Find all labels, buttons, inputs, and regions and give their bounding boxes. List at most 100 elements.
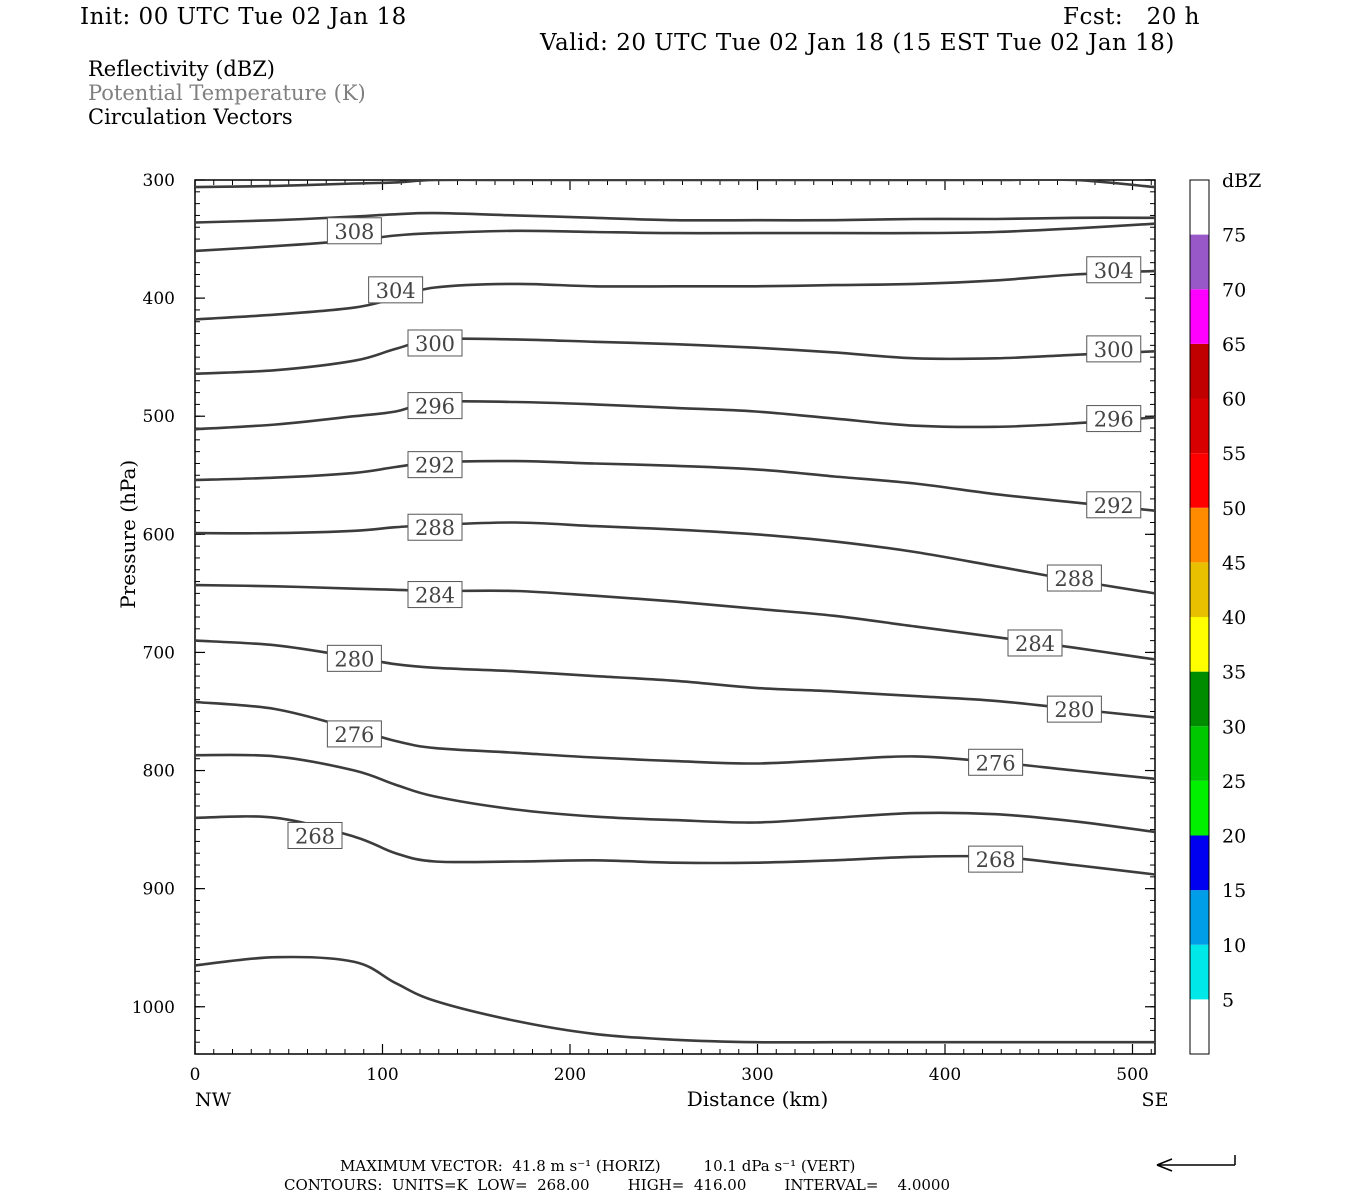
colorbar-level-label: 5	[1222, 989, 1234, 1011]
contour-label: 300	[415, 332, 455, 356]
x-axis-label: Distance (km)	[687, 1087, 829, 1111]
x-tick-label: 0	[190, 1065, 201, 1085]
y-axis-label: Pressure (hPa)	[116, 460, 140, 609]
contour-label: 280	[334, 647, 374, 671]
colorbar-swatch	[1190, 780, 1209, 836]
contour-label: 280	[1054, 698, 1094, 722]
y-tick-label: 900	[143, 880, 175, 900]
y-tick-label: 800	[143, 762, 175, 782]
contour-label: 288	[415, 516, 455, 540]
contour-label-box	[1046, 695, 1102, 723]
colorbar-level-label: 75	[1222, 225, 1246, 247]
contour-label: 284	[415, 584, 455, 608]
contour-label-box	[1007, 629, 1063, 657]
contour-label-box	[407, 392, 463, 420]
colorbar-level-label: 65	[1222, 334, 1246, 356]
contour-label: 292	[1094, 494, 1134, 518]
colorbar-swatch	[1190, 289, 1209, 344]
y-tick-label: 600	[143, 525, 175, 545]
contour-label: 288	[1054, 567, 1094, 591]
contour-label-box	[326, 217, 382, 245]
max-vector-info: MAXIMUM VECTOR: 41.8 m s⁻¹ (HORIZ) 10.1 …	[340, 1157, 856, 1175]
contour-label-box	[407, 513, 463, 541]
contour-label-box	[1046, 564, 1102, 592]
contour-label: 268	[295, 825, 335, 849]
contour-label-box	[368, 276, 424, 304]
colorbar-level-label: 45	[1222, 552, 1246, 574]
colorbar-swatch	[1190, 726, 1209, 781]
theta-contour	[195, 180, 1155, 189]
theta-contour	[195, 753, 1155, 834]
colorbar-swatch	[1190, 343, 1209, 399]
theta-contour	[195, 955, 1155, 1044]
y-tick-label: 500	[143, 407, 175, 427]
y-tick-label: 400	[143, 289, 175, 309]
colorbar-swatch	[1190, 234, 1209, 290]
colorbar-level-label: 35	[1222, 662, 1246, 684]
contour-label: 296	[415, 395, 455, 419]
x-endpoint-nw: NW	[195, 1089, 232, 1111]
x-tick-label: 500	[1116, 1065, 1148, 1085]
colorbar-level-label: 50	[1222, 498, 1246, 520]
contour-label: 304	[376, 279, 416, 303]
contour-label-box	[407, 581, 463, 609]
theta-contour	[195, 583, 1155, 661]
reflectivity-legend: Reflectivity (dBZ)	[88, 57, 276, 81]
contour-label: 276	[976, 751, 1016, 775]
colorbar-level-label: 25	[1222, 771, 1246, 793]
y-tick-label: 1000	[132, 998, 175, 1018]
x-tick-label: 400	[929, 1065, 961, 1085]
theta-contour	[195, 459, 1155, 512]
contour-label: 292	[415, 454, 455, 478]
contour-label-box	[1086, 256, 1142, 284]
colorbar-title: dBZ	[1222, 170, 1261, 192]
x-tick-label: 200	[554, 1065, 586, 1085]
contour-label: 284	[1015, 632, 1055, 656]
contour-label: 300	[1094, 338, 1134, 362]
init-time: Init: 00 UTC Tue 02 Jan 18	[80, 4, 407, 30]
x-endpoint-se: SE	[1142, 1089, 1169, 1111]
potential-temperature-legend: Potential Temperature (K)	[88, 81, 366, 105]
colorbar-swatch	[1190, 671, 1209, 727]
theta-contour	[195, 337, 1155, 375]
colorbar-level-label: 70	[1222, 279, 1246, 301]
theta-contour	[195, 211, 1155, 224]
contour-label: 276	[334, 723, 374, 747]
contour-label-box	[968, 748, 1024, 776]
contour-label-box	[1086, 335, 1142, 363]
colorbar-swatch	[1190, 617, 1209, 672]
colorbar-swatch	[1190, 507, 1209, 563]
contour-label-box	[326, 720, 382, 748]
theta-contour	[195, 399, 1155, 431]
x-tick-label: 300	[741, 1065, 773, 1085]
contour-label: 304	[1094, 259, 1134, 283]
contour-label-box	[1086, 491, 1142, 519]
theta-contour	[195, 521, 1155, 595]
y-tick-label: 300	[143, 171, 175, 191]
colorbar-swatch	[1190, 890, 1209, 945]
colorbar-level-label: 20	[1222, 826, 1246, 848]
colorbar-level-label: 15	[1222, 880, 1246, 902]
contour-label-box	[407, 329, 463, 357]
colorbar-level-label: 60	[1222, 389, 1246, 411]
colorbar-swatch	[1190, 835, 1209, 891]
contour-label: 296	[1094, 408, 1134, 432]
contour-label-box	[968, 845, 1024, 873]
contour-label-box	[1086, 405, 1142, 433]
contour-info: CONTOURS: UNITS=K LOW= 268.00 HIGH= 416.…	[284, 1176, 950, 1194]
colorbar-swatch	[1190, 944, 1209, 1000]
colorbar-swatch	[1190, 453, 1209, 508]
colorbar-level-label: 30	[1222, 716, 1246, 738]
colorbar-level-label: 55	[1222, 443, 1246, 465]
contour-label: 308	[334, 220, 374, 244]
reference-vector	[1156, 1155, 1236, 1172]
x-tick-label: 100	[366, 1065, 398, 1085]
forecast-hour: Fcst: 20 h	[1063, 4, 1200, 30]
colorbar-swatch	[1190, 562, 1209, 617]
colorbar-level-label: 40	[1222, 607, 1246, 629]
colorbar-outline	[1189, 179, 1210, 1055]
colorbar-swatch	[1190, 398, 1209, 454]
contour-label-box	[287, 822, 343, 849]
valid-time: Valid: 20 UTC Tue 02 Jan 18 (15 EST Tue …	[540, 30, 1175, 56]
